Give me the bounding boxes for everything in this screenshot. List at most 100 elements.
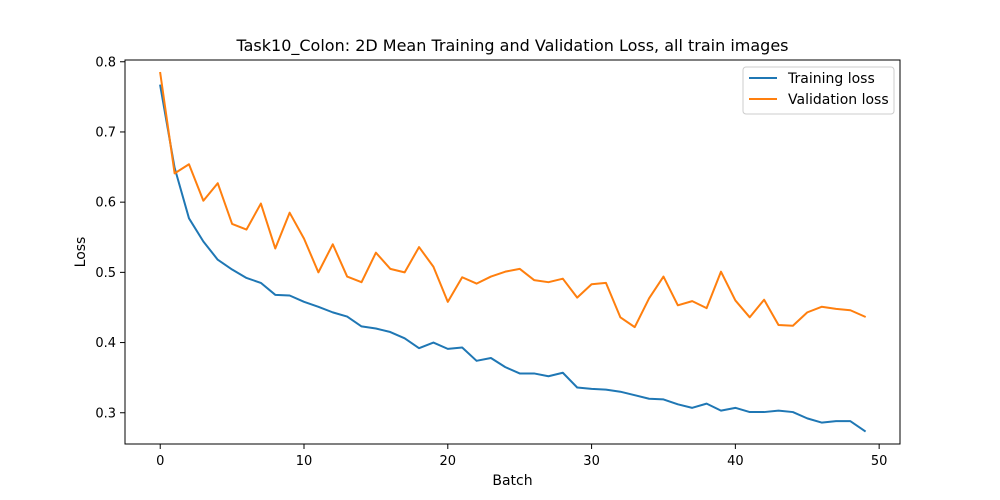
- validation-loss-point: [332, 243, 334, 245]
- validation-loss-point: [490, 276, 492, 278]
- training-loss-legend-label: Training loss: [787, 71, 875, 87]
- x-tick-label: 50: [871, 454, 888, 469]
- validation-loss-point: [274, 247, 276, 249]
- training-loss-point: [706, 403, 708, 405]
- x-tick-label: 0: [156, 454, 164, 469]
- validation-loss-point: [533, 279, 535, 281]
- y-tick-label: 0.4: [95, 336, 116, 351]
- training-loss-point: [619, 391, 621, 393]
- training-loss-point: [562, 372, 564, 374]
- training-loss-point: [202, 240, 204, 242]
- validation-loss-point: [605, 282, 607, 284]
- y-tick-label: 0.5: [95, 266, 116, 281]
- training-loss-point: [418, 347, 420, 349]
- x-tick-label: 20: [440, 454, 457, 469]
- validation-loss-point: [375, 252, 377, 254]
- training-loss-point: [662, 398, 664, 400]
- validation-loss-point: [619, 316, 621, 318]
- validation-loss-point: [159, 72, 161, 74]
- y-axis-label: Loss: [73, 237, 89, 268]
- validation-loss-point: [447, 301, 449, 303]
- x-tick-label: 30: [583, 454, 600, 469]
- validation-loss-point: [217, 182, 219, 184]
- x-tick-label: 40: [727, 454, 744, 469]
- training-loss-point: [289, 295, 291, 297]
- validation-loss-point: [231, 223, 233, 225]
- validation-loss-point: [389, 268, 391, 270]
- validation-loss-point: [432, 266, 434, 268]
- validation-loss-point: [289, 212, 291, 214]
- y-tick-label: 0.8: [95, 55, 116, 70]
- y-axis-ticks: 0.3 0.4 0.5 0.6 0.7 0.8: [95, 55, 125, 421]
- training-loss-point: [246, 277, 248, 279]
- training-loss-point: [217, 259, 219, 261]
- training-loss-point: [849, 420, 851, 422]
- validation-loss-point: [734, 299, 736, 301]
- validation-loss-legend-label: Validation loss: [788, 92, 889, 108]
- x-tick-label: 10: [296, 454, 313, 469]
- training-loss-point: [547, 375, 549, 377]
- training-loss-point: [533, 372, 535, 374]
- x-axis-label: Batch: [492, 473, 532, 489]
- training-loss-point: [504, 366, 506, 368]
- training-loss-point: [361, 325, 363, 327]
- plot-frame: [124, 59, 901, 445]
- training-loss-point: [806, 417, 808, 419]
- validation-loss-point: [361, 281, 363, 283]
- training-loss-point: [404, 337, 406, 339]
- training-loss-point: [432, 342, 434, 344]
- validation-loss-point: [202, 200, 204, 202]
- validation-loss-point: [806, 311, 808, 313]
- y-tick-label: 0.7: [95, 125, 116, 140]
- training-loss-point: [792, 411, 794, 413]
- validation-loss-line: [159, 71, 867, 329]
- training-loss-point: [231, 269, 233, 271]
- training-loss-point: [447, 348, 449, 350]
- validation-loss-point: [519, 268, 521, 270]
- training-loss-point: [821, 422, 823, 424]
- training-loss-point: [346, 316, 348, 318]
- chart-title: Task10_Colon: 2D Mean Training and Valid…: [235, 36, 788, 56]
- training-loss-point: [274, 294, 276, 296]
- validation-loss-point: [174, 172, 176, 174]
- training-loss-point: [389, 331, 391, 333]
- validation-loss-point: [260, 203, 262, 205]
- validation-loss-point: [648, 297, 650, 299]
- training-loss-point: [317, 306, 319, 308]
- training-loss-point: [576, 386, 578, 388]
- validation-loss-point: [720, 271, 722, 273]
- legend: Training loss Validation loss: [742, 66, 895, 115]
- validation-loss-point: [749, 316, 751, 318]
- validation-loss-point: [677, 304, 679, 306]
- y-tick-label: 0.6: [95, 196, 116, 211]
- validation-loss-point: [504, 271, 506, 273]
- validation-loss-point: [778, 324, 780, 326]
- training-loss-point: [778, 410, 780, 412]
- training-loss-point: [720, 410, 722, 412]
- validation-loss-point: [792, 325, 794, 327]
- training-loss-point: [490, 357, 492, 359]
- training-loss-point: [734, 407, 736, 409]
- validation-loss-point: [404, 271, 406, 273]
- validation-loss-point: [346, 276, 348, 278]
- validation-loss-point: [461, 276, 463, 278]
- training-loss-point: [303, 301, 305, 303]
- training-loss-point: [461, 346, 463, 348]
- validation-loss-point: [476, 283, 478, 285]
- training-loss-point: [749, 411, 751, 413]
- training-loss-point: [188, 217, 190, 219]
- series-lines: [159, 71, 867, 433]
- validation-loss-point: [591, 283, 593, 285]
- validation-loss-point: [821, 306, 823, 308]
- validation-loss-point: [634, 326, 636, 328]
- validation-loss-point: [864, 316, 866, 318]
- training-loss-point: [375, 328, 377, 330]
- training-loss-point: [691, 407, 693, 409]
- validation-loss-point: [691, 300, 693, 302]
- training-loss-point: [864, 430, 866, 432]
- training-loss-point: [677, 403, 679, 405]
- training-loss-point: [835, 420, 837, 422]
- training-loss-point: [519, 372, 521, 374]
